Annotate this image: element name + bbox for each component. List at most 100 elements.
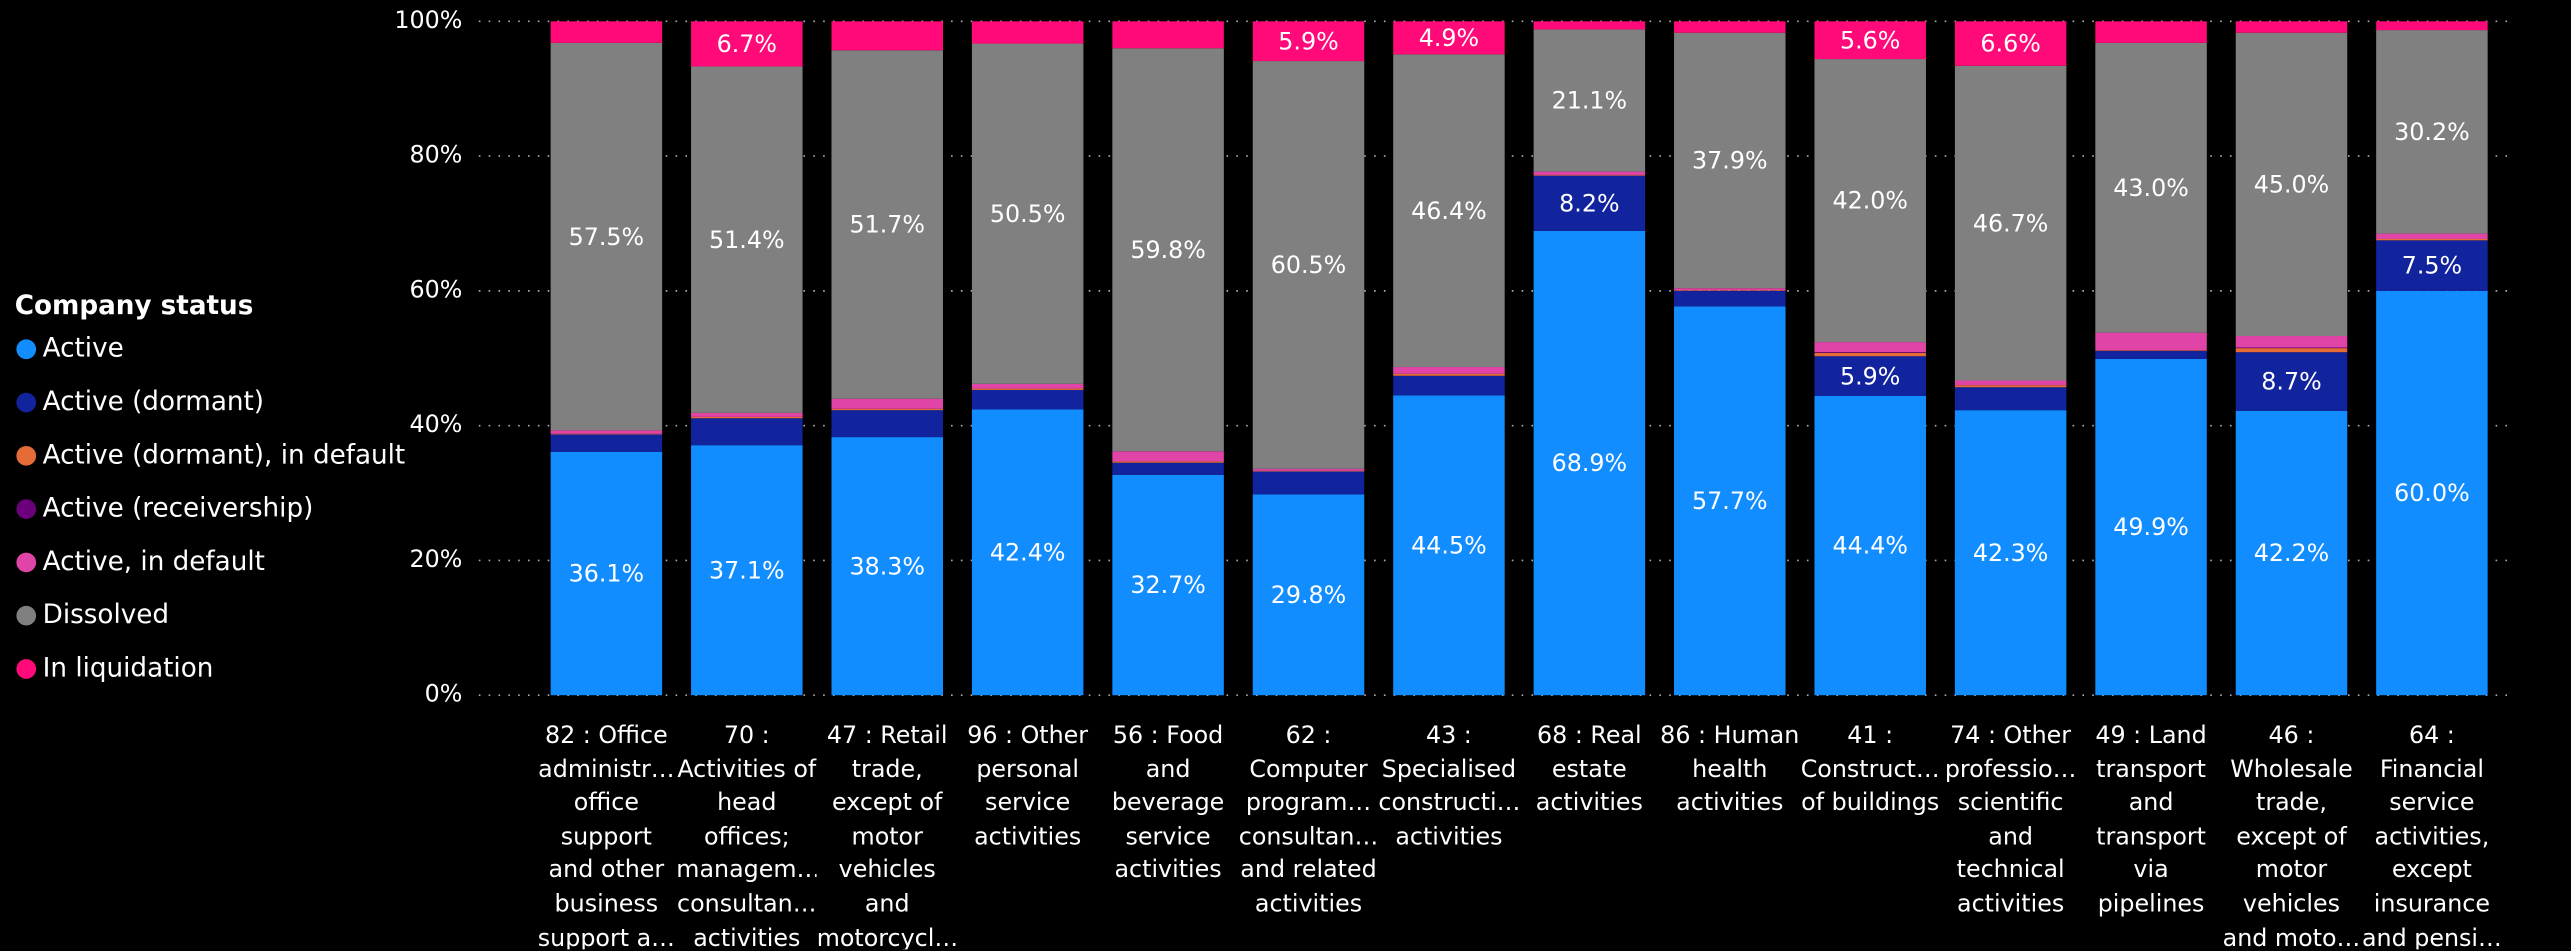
bar-segment xyxy=(2376,21,2488,31)
bar-segment xyxy=(1112,21,1224,49)
legend-label: Active (dormant), in default xyxy=(43,440,406,470)
legend-marker xyxy=(16,659,37,679)
bar-segment xyxy=(550,430,663,434)
bar-segment xyxy=(2095,350,2207,351)
x-tick-label: 86 : Human health activities xyxy=(1660,723,1800,817)
x-tick-label-box: 47 : Retail trade, except of motor vehic… xyxy=(817,723,958,949)
data-label: 36.1% xyxy=(569,560,645,588)
bar-segment xyxy=(1954,65,2067,381)
data-label: 49.9% xyxy=(2113,513,2189,541)
x-tick-label-box: 82 : Office administr… office support an… xyxy=(538,723,675,949)
bar-segment xyxy=(2235,348,2348,353)
bar-segment xyxy=(1112,474,1224,696)
data-label: 5.9% xyxy=(1278,27,1338,55)
data-label: 59.8% xyxy=(1130,236,1206,264)
bar-segment xyxy=(1814,352,1926,353)
bar-segment xyxy=(1252,21,1365,62)
bar-segment xyxy=(1252,61,1365,469)
bar-segment xyxy=(1814,396,1926,696)
data-label: 44.5% xyxy=(1411,531,1487,559)
legend-marker xyxy=(16,339,37,360)
bar-segment xyxy=(2235,410,2348,696)
bar-segment xyxy=(971,21,1084,44)
x-tick-label: 43 : Specialised constructi… activities xyxy=(1378,723,1520,851)
bar-segment xyxy=(1252,471,1365,495)
x-tick-label: 49 : Land transport and transport via pi… xyxy=(2095,723,2207,919)
bar-segment xyxy=(1533,21,1646,30)
bar-segment xyxy=(971,383,1084,389)
data-label: 68.9% xyxy=(1552,449,1628,477)
bar-segment xyxy=(1252,468,1365,471)
bar-segment xyxy=(550,451,663,696)
data-label: 44.4% xyxy=(1832,532,1908,560)
bar-segment xyxy=(831,21,943,51)
x-tick-label: 41 : Construct… of buildings xyxy=(1800,723,1940,817)
bar-segment xyxy=(1814,342,1926,353)
data-label: 57.7% xyxy=(1692,487,1768,515)
x-tick-label-box: 68 : Real estate activities xyxy=(1536,723,1643,817)
bar-segment xyxy=(971,388,1084,390)
bar-segment xyxy=(691,418,803,446)
data-label: 51.4% xyxy=(709,226,785,254)
bar-segment xyxy=(1112,462,1224,475)
x-tick-label: 64 : Financial service activities, excep… xyxy=(2361,723,2502,950)
bar-segment xyxy=(2095,358,2207,696)
data-label: 6.7% xyxy=(717,30,777,58)
y-tick-label: 60% xyxy=(410,275,463,303)
bar-segment xyxy=(550,433,663,435)
bar-segment xyxy=(2235,21,2348,33)
x-tick-label: 56 : Food and beverage service activitie… xyxy=(1111,723,1225,885)
data-label: 60.0% xyxy=(2394,479,2470,507)
bar-segment xyxy=(2376,240,2488,291)
x-tick-label-box: 46 : Wholesale trade, except of motor ve… xyxy=(2222,723,2361,950)
bar-segment xyxy=(1533,174,1646,176)
bar-segment xyxy=(1393,54,1505,368)
bar-segment xyxy=(1954,385,2067,388)
legend-marker xyxy=(16,499,37,519)
bar-segment xyxy=(2095,332,2207,351)
legend-marker xyxy=(16,552,37,573)
data-label: 60.5% xyxy=(1271,251,1347,279)
x-tick-label: 46 : Wholesale trade, except of motor ve… xyxy=(2222,723,2361,950)
bar-segment xyxy=(1393,395,1505,696)
bar-segment xyxy=(831,408,943,411)
bar-segment xyxy=(1393,373,1505,376)
bar-segment xyxy=(550,434,663,452)
bar-segment xyxy=(1393,375,1505,396)
data-label: 32.7% xyxy=(1130,571,1206,599)
bar-segment xyxy=(1674,32,1786,289)
bar-segment xyxy=(691,412,803,417)
bar-segment xyxy=(1954,387,2067,411)
data-label: 4.9% xyxy=(1419,24,1479,52)
data-label: 5.6% xyxy=(1840,26,1900,54)
bar-segment xyxy=(1533,29,1646,172)
bar-segment xyxy=(2376,233,2488,239)
bar-segment xyxy=(1533,171,1646,175)
y-tick-label: 20% xyxy=(410,545,463,573)
data-label: 6.6% xyxy=(1980,30,2040,58)
data-label: 45.0% xyxy=(2254,171,2330,199)
bar-segment xyxy=(1954,21,2067,66)
x-tick-label-box: 64 : Financial service activities, excep… xyxy=(2361,723,2502,950)
bar-segment xyxy=(550,42,663,431)
y-tick-label: 80% xyxy=(410,141,463,169)
bar-segment xyxy=(1393,367,1505,374)
bar-segment xyxy=(971,389,1084,410)
bar-segment xyxy=(831,437,943,696)
bar-segment xyxy=(831,398,943,409)
y-tick-label: 0% xyxy=(425,680,463,708)
y-tick-label: 100% xyxy=(394,6,462,34)
bar-segment xyxy=(831,50,943,399)
data-label: 37.1% xyxy=(709,556,785,584)
data-label: 43.0% xyxy=(2113,174,2189,202)
bar-segment xyxy=(1674,290,1786,307)
data-label: 50.5% xyxy=(990,200,1065,228)
legend-marker xyxy=(16,445,37,466)
bar-segment xyxy=(691,21,803,67)
bar-segment xyxy=(1954,410,2067,696)
legend-marker xyxy=(16,605,37,626)
x-tick-label-box: 43 : Specialised constructi… activities xyxy=(1378,723,1520,851)
bar-segment xyxy=(1674,288,1786,291)
